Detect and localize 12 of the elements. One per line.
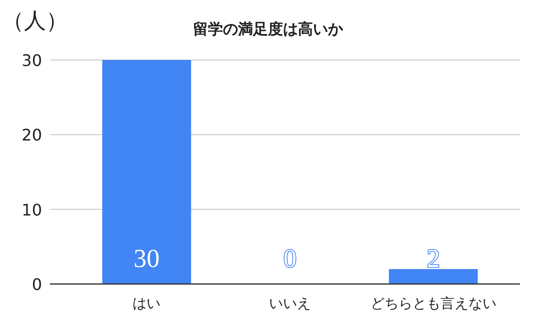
y-tick-label: 20 xyxy=(22,126,42,145)
data-label: 30 xyxy=(134,244,160,273)
data-label: 0 xyxy=(284,244,296,273)
chart-title: 留学の満足度は高いか xyxy=(193,20,344,38)
x-tick-label: いいえ xyxy=(269,296,311,312)
y-tick-label: 10 xyxy=(22,200,42,220)
y-tick-label: 30 xyxy=(22,51,42,70)
x-tick-label: どちらとも言えない xyxy=(370,296,496,312)
data-label: 2 xyxy=(426,244,440,273)
x-tick-label: はい xyxy=(132,296,161,312)
y-tick-label: 0 xyxy=(32,275,42,294)
y-axis-title: （人） xyxy=(2,9,68,34)
